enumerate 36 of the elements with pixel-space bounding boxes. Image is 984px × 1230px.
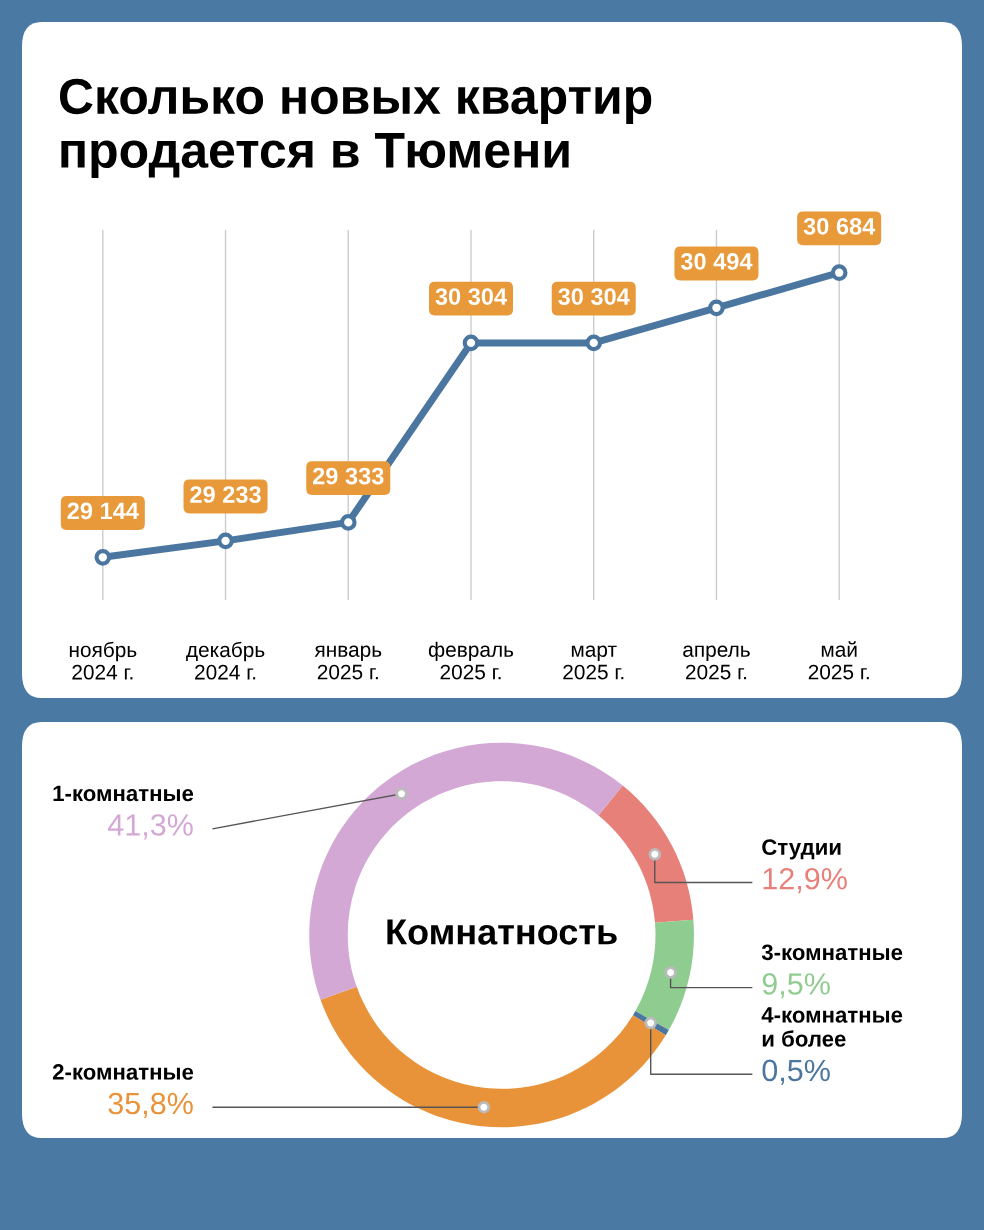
point xyxy=(94,548,112,566)
slice-label: 3-комнатные xyxy=(761,944,903,961)
point xyxy=(830,264,848,282)
point xyxy=(585,334,603,352)
slice-label: 4-комнатные и более xyxy=(761,1007,903,1047)
x-tick-label: март 2025 г. xyxy=(563,645,624,680)
x-tick-label: май 2025 г. xyxy=(808,641,869,680)
donut-slice xyxy=(635,919,694,1031)
x-tick-label: апрель 2025 г. xyxy=(683,645,750,680)
point xyxy=(462,334,480,352)
x-tick-label: ноябрь 2024 г. xyxy=(69,641,137,680)
data-label: 30 494 xyxy=(680,253,753,270)
x-tick-label: декабрь 2024 г. xyxy=(186,641,265,680)
x-tick-label: февраль 2025 г. xyxy=(428,641,514,680)
data-label: 30 304 xyxy=(435,288,507,305)
data-label: 12,9% xyxy=(763,867,847,894)
point xyxy=(339,514,357,531)
data-label: 30 304 xyxy=(558,288,630,305)
data-label: 9,5% xyxy=(762,973,830,999)
data-label: 29 333 xyxy=(312,467,384,485)
donut-slice xyxy=(309,742,623,1000)
x-tick-label: январь 2025 г. xyxy=(314,645,382,680)
slice-label: 1-комнатные xyxy=(53,785,194,802)
slice-label: 2-комнатные xyxy=(52,1064,194,1080)
data-label: 0,5% xyxy=(762,1059,830,1085)
data-label: 35,8% xyxy=(108,1092,193,1118)
data-label: 29 144 xyxy=(67,502,139,520)
data-label: 29 233 xyxy=(190,486,261,503)
point xyxy=(708,299,725,317)
donut-slice xyxy=(320,986,666,1128)
data-label: 41,3% xyxy=(107,814,193,840)
point xyxy=(217,532,234,550)
text: Комнатность xyxy=(387,919,617,945)
slice-label: Студии xyxy=(762,839,841,860)
chart-title: Сколько новых квартир продается в Тюмени xyxy=(59,78,652,178)
data-label: 30 684 xyxy=(803,217,876,235)
